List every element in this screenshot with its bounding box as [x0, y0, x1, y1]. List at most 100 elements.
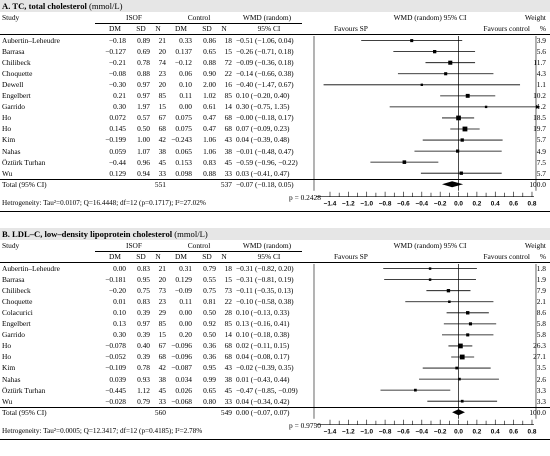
- header-underline-isof: [95, 251, 171, 252]
- dm1-value: −0.44: [108, 157, 126, 167]
- sd1-value: 0.97: [137, 80, 150, 90]
- col-dm-header: DM: [175, 252, 187, 261]
- dm2-value: 0.098: [175, 168, 192, 178]
- study-name: Aubertin–Leheudre: [2, 264, 60, 273]
- panel-title-text: B. LDL–C, low–density lipoprotein choles…: [2, 229, 173, 239]
- dm2-value: −0.068: [171, 396, 192, 406]
- x-tick-label: 0.2: [472, 201, 481, 208]
- study-estimate-square: [448, 60, 453, 65]
- n1-value: 45: [158, 385, 166, 395]
- col-study-header: Study: [2, 241, 20, 250]
- n1-value: 85: [158, 91, 166, 101]
- weight-value: 3.3: [536, 385, 546, 395]
- weight-value: 4.3: [536, 69, 546, 79]
- sd2-value: 0.50: [203, 330, 216, 340]
- sd2-value: 0.47: [203, 124, 216, 134]
- n2-value: 68: [224, 341, 232, 351]
- study-estimate-square: [455, 366, 459, 370]
- n2-value: 43: [224, 135, 232, 145]
- x-tick-label: 0.8: [528, 201, 537, 208]
- wmd-ci-value: −0.40 (−1.47, 0.67): [236, 80, 294, 90]
- dm1-value: 0.10: [113, 308, 126, 318]
- pooled-estimate-diamond: [452, 409, 465, 416]
- sd2-value: 0.88: [203, 58, 216, 68]
- sd2-value: 0.55: [203, 275, 216, 285]
- wmd-ci-value: 0.10 (−0.20, 0.40): [236, 91, 290, 101]
- group2-header: Control: [187, 241, 211, 250]
- dm1-value: 0.129: [109, 168, 126, 178]
- sd1-value: 1.07: [137, 146, 150, 156]
- n1-value: 73: [158, 286, 166, 296]
- total-n1: 551: [154, 179, 166, 189]
- n1-value: 67: [158, 341, 166, 351]
- sd1-value: 0.39: [137, 308, 150, 318]
- sd1-value: 0.39: [137, 330, 150, 340]
- wmd-ci-value: −0.11 (−0.35, 0.13): [236, 286, 294, 296]
- study-estimate-square: [428, 278, 432, 281]
- n1-value: 38: [158, 374, 166, 384]
- sd1-value: 0.78: [137, 58, 150, 68]
- panel-title-unit: (mmol/L): [86, 1, 123, 11]
- study-estimate-square: [466, 333, 470, 337]
- total-weight: 100.0: [529, 179, 546, 189]
- col-n-header: N: [221, 252, 227, 261]
- weight-value: 8.6: [536, 308, 546, 318]
- n1-value: 85: [158, 319, 166, 329]
- sd1-value: 0.75: [137, 286, 150, 296]
- wmd-ci-value: −0.59 (−0.96, −0.22): [236, 157, 298, 167]
- study-name: Chilibeck: [2, 58, 31, 68]
- total-label: Total (95% CI): [2, 407, 47, 417]
- dm1-value: −0.181: [105, 275, 126, 285]
- dm2-value: 0.137: [175, 47, 192, 57]
- sd1-value: 1.97: [137, 102, 150, 112]
- dm2-value: −0.12: [174, 58, 192, 68]
- sd2-value: 2.00: [203, 80, 216, 90]
- wmd-ci-value: 0.07 (−0.09, 0.23): [236, 124, 290, 134]
- sd2-value: 0.88: [203, 168, 216, 178]
- sd2-value: 0.47: [203, 113, 216, 123]
- wmd-ci-value: −0.02 (−0.39, 0.35): [236, 363, 294, 373]
- sd2-value: 1.06: [203, 135, 216, 145]
- sd1-value: 0.57: [137, 113, 150, 123]
- dm2-value: 0.11: [179, 297, 192, 307]
- weight-value: 5.8: [536, 330, 546, 340]
- col-dm-header: DM: [175, 24, 187, 33]
- sd1-value: 0.97: [137, 319, 150, 329]
- total-label: Total (95% CI): [2, 179, 47, 189]
- header-underline-wmd: [236, 251, 302, 252]
- wmd-ci-value: −0.14 (−0.66, 0.38): [236, 69, 294, 79]
- study-estimate-square: [465, 93, 470, 98]
- weight-value: 2.1: [536, 297, 546, 307]
- wmd-ci-value: 0.04 (−0.39, 0.48): [236, 135, 290, 145]
- col-dm-header: DM: [109, 24, 121, 33]
- dm1-value: 0.30: [113, 102, 126, 112]
- n1-value: 21: [158, 264, 166, 273]
- x-tick-label: 0.6: [509, 429, 518, 436]
- study-name: Engelbert: [2, 91, 31, 101]
- wmd-ci-value: 0.30 (−0.75, 1.35): [236, 102, 290, 112]
- study-name: Dewell: [2, 80, 24, 90]
- weight-value: 5.7: [536, 168, 546, 178]
- n1-value: 74: [158, 58, 166, 68]
- x-tick-label: −1.0: [360, 201, 373, 208]
- dm2-value: 0.075: [175, 113, 192, 123]
- weight-value: 11.7: [533, 58, 546, 68]
- study-estimate-square: [460, 399, 464, 403]
- n1-value: 42: [158, 135, 166, 145]
- x-tick-label: −0.2: [434, 201, 447, 208]
- study-estimate-square: [460, 138, 464, 142]
- dm1-value: 0.059: [109, 146, 126, 156]
- dm2-value: 0.034: [175, 374, 192, 384]
- weight-value: 1.1: [536, 80, 546, 90]
- x-tick-label: −0.6: [397, 429, 410, 436]
- group1-header: ISOF: [125, 13, 143, 22]
- dm1-value: −0.199: [105, 135, 126, 145]
- col-sd-header: SD: [202, 252, 212, 261]
- panel-title: B. LDL–C, low–density lipoprotein choles…: [0, 228, 550, 240]
- study-estimate-square: [484, 105, 488, 109]
- sd2-value: 0.92: [203, 319, 216, 329]
- dm1-value: −0.078: [105, 341, 126, 351]
- ci-header: 95% CI: [257, 24, 281, 33]
- x-tick-label: −1.2: [342, 201, 355, 208]
